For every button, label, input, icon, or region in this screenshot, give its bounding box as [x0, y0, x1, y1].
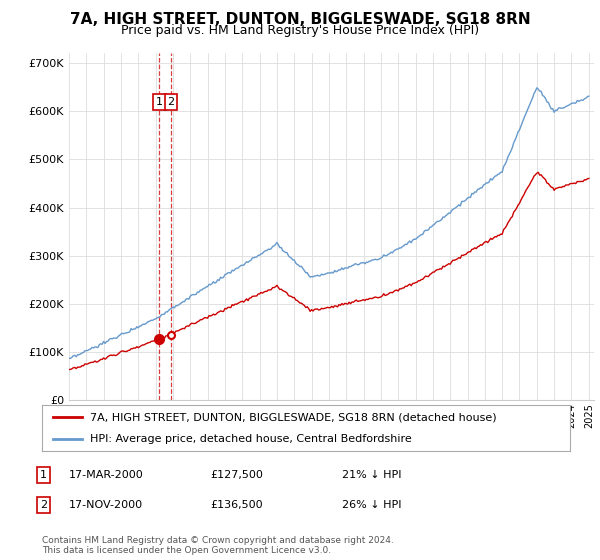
- Text: 1: 1: [40, 470, 47, 480]
- Text: 2: 2: [40, 500, 47, 510]
- Text: HPI: Average price, detached house, Central Bedfordshire: HPI: Average price, detached house, Cent…: [89, 435, 411, 444]
- Text: 7A, HIGH STREET, DUNTON, BIGGLESWADE, SG18 8RN: 7A, HIGH STREET, DUNTON, BIGGLESWADE, SG…: [70, 12, 530, 27]
- Text: £127,500: £127,500: [210, 470, 263, 480]
- Text: Contains HM Land Registry data © Crown copyright and database right 2024.
This d: Contains HM Land Registry data © Crown c…: [42, 536, 394, 556]
- Text: £136,500: £136,500: [210, 500, 263, 510]
- Text: 26% ↓ HPI: 26% ↓ HPI: [342, 500, 401, 510]
- Text: 17-MAR-2000: 17-MAR-2000: [69, 470, 144, 480]
- Text: Price paid vs. HM Land Registry's House Price Index (HPI): Price paid vs. HM Land Registry's House …: [121, 24, 479, 36]
- Text: 17-NOV-2000: 17-NOV-2000: [69, 500, 143, 510]
- Text: 7A, HIGH STREET, DUNTON, BIGGLESWADE, SG18 8RN (detached house): 7A, HIGH STREET, DUNTON, BIGGLESWADE, SG…: [89, 412, 496, 422]
- Text: 21% ↓ HPI: 21% ↓ HPI: [342, 470, 401, 480]
- Text: 2: 2: [167, 97, 175, 107]
- Text: 1: 1: [156, 97, 163, 107]
